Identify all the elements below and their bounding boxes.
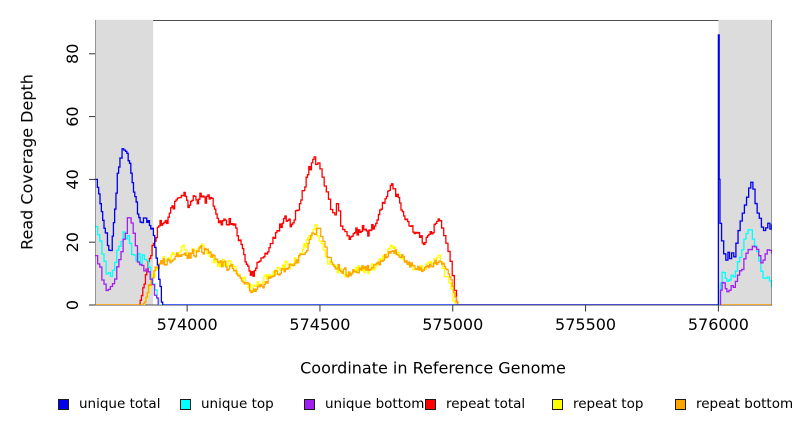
legend-label-unique-bottom: unique bottom xyxy=(325,396,425,412)
legend-swatch-unique-top xyxy=(180,398,191,410)
legend-swatch-repeat-total xyxy=(425,398,436,410)
y-axis-title: Read Coverage Depth xyxy=(17,74,37,250)
legend-label-unique-top: unique top xyxy=(201,396,274,412)
legend-item-repeat-top: repeat top xyxy=(552,396,643,412)
legend-item-unique-bottom: unique bottom xyxy=(304,396,424,412)
legend-item-repeat-total: repeat total xyxy=(425,396,525,412)
legend-swatch-repeat-top xyxy=(552,398,563,410)
legend-item-unique-top: unique top xyxy=(180,396,274,412)
legend-label-repeat-top: repeat top xyxy=(573,396,644,412)
legend-item-unique-total: unique total xyxy=(58,396,160,412)
legend-swatch-unique-bottom xyxy=(304,398,315,410)
legend-item-repeat-bottom: repeat bottom xyxy=(675,396,792,412)
legend-swatch-unique-total xyxy=(58,398,69,410)
legend-label-repeat-bottom: repeat bottom xyxy=(696,396,792,412)
x-axis-title: Coordinate in Reference Genome xyxy=(300,358,566,378)
legend-swatch-repeat-bottom xyxy=(675,398,686,410)
legend-label-repeat-total: repeat total xyxy=(446,396,526,412)
legend-label-unique-total: unique total xyxy=(79,396,161,412)
